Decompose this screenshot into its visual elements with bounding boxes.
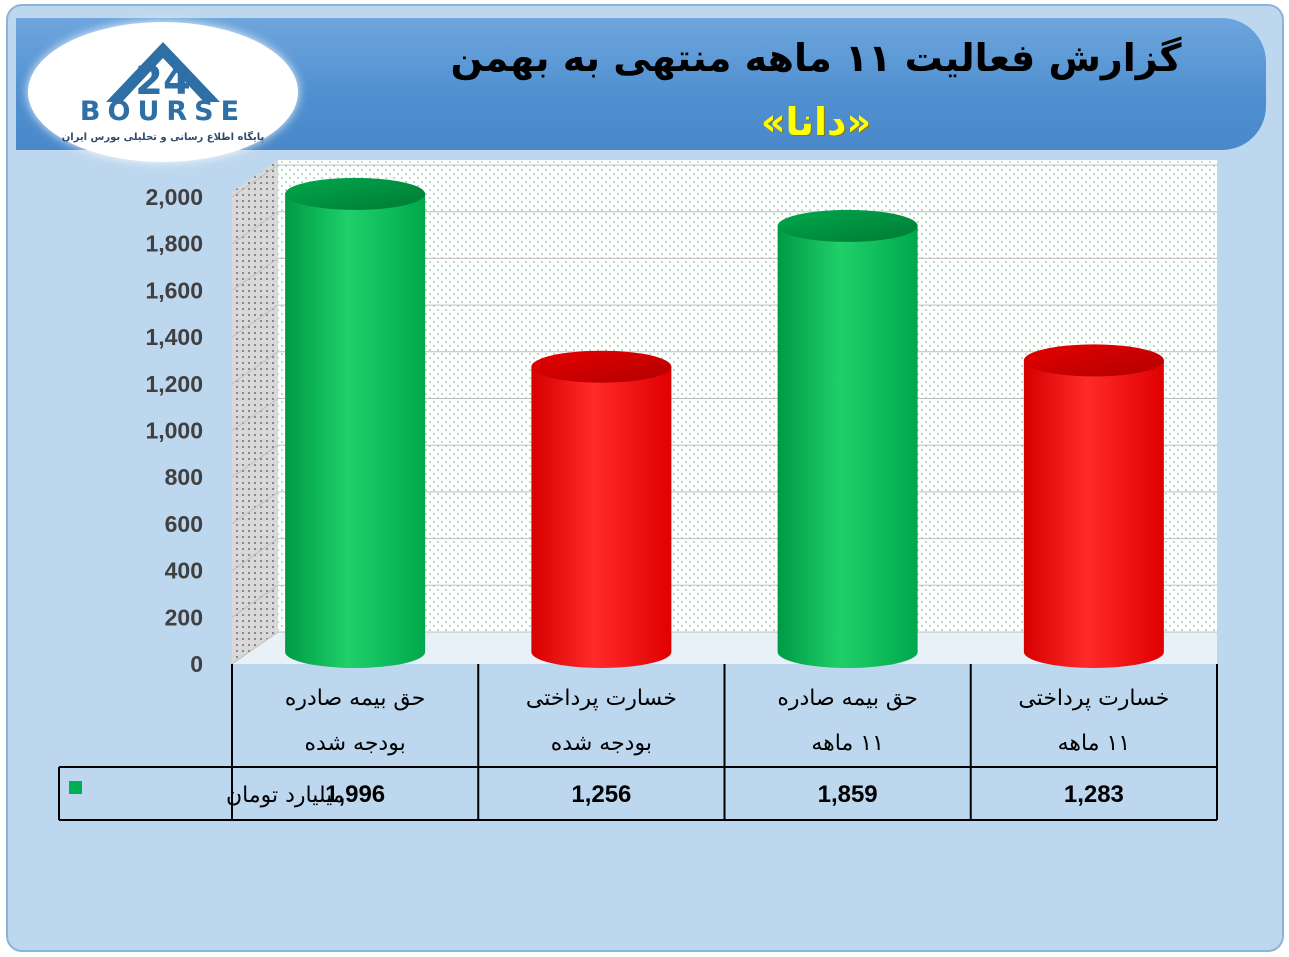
logo-mark-text: 24 [135,58,191,104]
y-tick-label: 400 [165,558,203,584]
y-tick-label: 800 [165,464,203,490]
y-tick-label: 1,600 [145,277,203,303]
bar-top [285,177,426,210]
bar-body [777,225,918,668]
logo-mark-icon: 24 [106,42,220,104]
gridline [231,164,1217,198]
bar [285,177,426,668]
y-axis-ticks: 0 200 400 600 800 1,000 1,200 1,400 1,600 1,800 2,… [145,184,203,677]
y-tick-label: 1,400 [145,324,203,350]
side-wall [232,160,278,664]
bar-body [1023,360,1164,668]
y-tick-label: 0 [190,651,203,677]
bar-body [531,366,672,668]
category-label: ۱۱ ماهه [1058,731,1131,756]
logo-text: BOURSE [79,96,247,127]
y-tick-label: 2,000 [145,184,203,210]
floor [232,632,1217,664]
y-tick-label: 600 [165,511,203,537]
category-label: خسارت پرداختی [526,686,677,711]
data-value-label: 1,256 [571,781,631,808]
y-tick-label: 1,800 [145,231,203,257]
data-value-label: 1,996 [325,781,385,808]
category-label: بودجه شده [551,731,652,756]
y-tick-label: 1,200 [145,371,203,397]
category-label: ۱۱ ماهه [811,731,884,756]
category-label: حق بیمه صادره [777,686,918,711]
bar [1023,344,1164,668]
bourse24-logo: 24 BOURSE پایگاه اطلاع رسانی و تحلیلی بو… [28,22,298,162]
logo-subtitle: پایگاه اطلاع رسانی و تحلیلی بورس ایران [61,132,265,143]
data-value-label: 1,283 [1064,781,1124,808]
report-title: گزارش فعالیت ۱۱ ماهه منتهی به بهمن [450,36,1182,80]
bar-top [777,209,918,242]
bar [777,209,918,668]
bar-top [1023,344,1164,377]
category-label: خسارت پرداختی [1018,686,1169,711]
bar [531,350,672,668]
company-name: «دانا» [760,100,872,144]
data-table: حق بیمه صادره بودجه شده 1,996 خسارت پرداختی… [58,664,1218,821]
category-label: حق بیمه صادره [285,686,426,711]
category-label: بودجه شده [305,731,406,756]
bar-body [285,193,426,668]
bar-top [531,350,672,383]
bars [285,177,1164,668]
y-tick-label: 200 [165,604,203,630]
gridline [231,211,1217,245]
data-value-label: 1,859 [818,781,878,808]
y-tick-label: 1,000 [145,418,203,444]
legend-color-key [69,781,82,794]
legend-label: میلیارد تومان [226,783,345,808]
